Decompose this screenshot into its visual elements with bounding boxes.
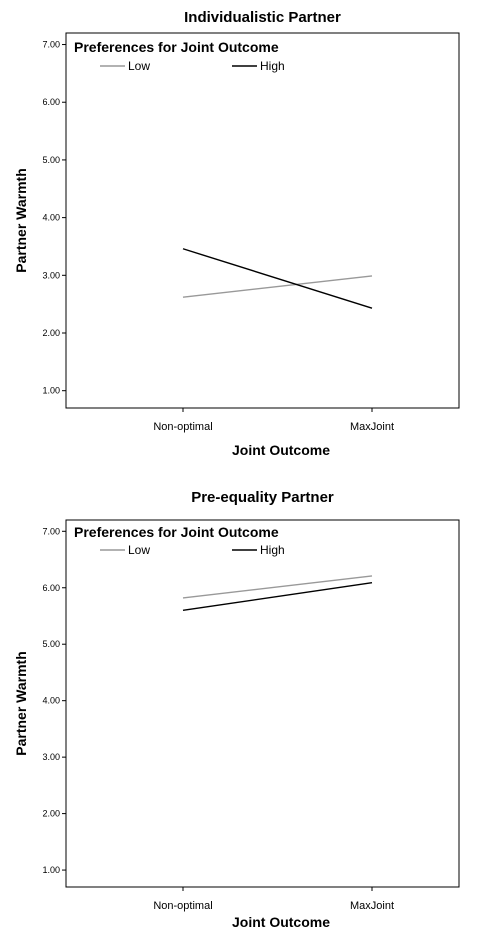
chart1-legend-title: Preferences for Joint Outcome xyxy=(74,39,279,55)
chart2-y-axis-label: Partner Warmth xyxy=(13,651,29,756)
chart1-x-tick-label: Non-optimal xyxy=(153,421,212,433)
chart1-y-tick-label: 6.00 xyxy=(42,97,60,107)
chart1-plot-frame xyxy=(65,32,460,409)
chart2-legend-label-low: Low xyxy=(128,543,150,557)
chart2-y-tick-label: 4.00 xyxy=(42,696,60,706)
chart1-title: Individualistic Partner xyxy=(184,9,341,26)
chart1-legend-label-low: Low xyxy=(128,59,150,73)
chart2-legend-title: Preferences for Joint Outcome xyxy=(74,524,279,540)
chart2-series-line-high xyxy=(182,581,373,612)
chart2-y-tick-label: 6.00 xyxy=(42,583,60,593)
chart1-series-line-high xyxy=(182,248,373,309)
chart1-y-tick-label: 3.00 xyxy=(42,270,60,280)
chart2-legend-label-high: High xyxy=(260,543,285,557)
chart2-y-tick-label: 3.00 xyxy=(42,752,60,762)
chart1-x-tick-label: MaxJoint xyxy=(350,421,394,433)
chart1-y-tick-label: 1.00 xyxy=(42,386,60,396)
chart2-y-tick-label: 2.00 xyxy=(42,809,60,819)
chart2-x-tick-label: MaxJoint xyxy=(350,900,394,912)
chart2-y-tick-label: 5.00 xyxy=(42,639,60,649)
chart1-y-tick-label: 5.00 xyxy=(42,155,60,165)
chart2-title: Pre-equality Partner xyxy=(191,489,334,506)
chart1-y-tick-label: 7.00 xyxy=(42,40,60,50)
chart2-x-axis-label: Joint Outcome xyxy=(232,914,330,930)
chart2-x-tick-label: Non-optimal xyxy=(153,900,212,912)
chart2-series-line-low xyxy=(182,575,373,599)
chart2-y-tick-label: 7.00 xyxy=(42,526,60,536)
chart1-y-tick-label: 4.00 xyxy=(42,213,60,223)
chart2-plot-frame xyxy=(65,519,460,888)
chart2-y-tick-label: 1.00 xyxy=(42,865,60,875)
chart1-series-line-low xyxy=(182,275,373,298)
chart1-y-axis-label: Partner Warmth xyxy=(13,168,29,273)
chart1-x-axis-label: Joint Outcome xyxy=(232,442,330,458)
chart1-legend-label-high: High xyxy=(260,59,285,73)
chart1-y-tick-label: 2.00 xyxy=(42,328,60,338)
